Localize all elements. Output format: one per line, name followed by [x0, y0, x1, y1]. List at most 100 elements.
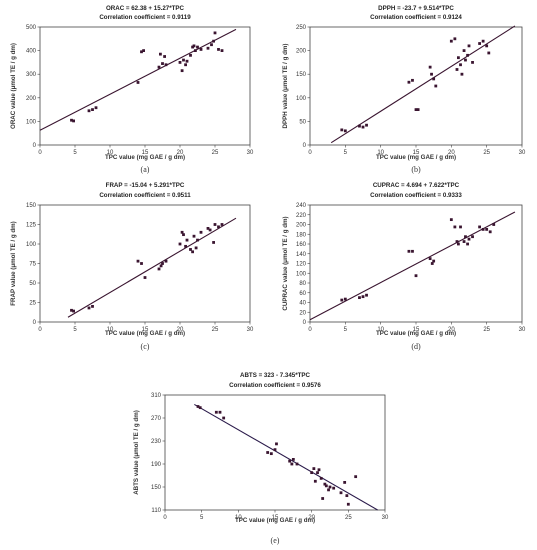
- x-tick-label: 25: [212, 150, 219, 156]
- data-point: [487, 51, 491, 55]
- data-point: [163, 55, 166, 58]
- data-point: [478, 225, 481, 229]
- x-tick-label: 10: [377, 150, 384, 156]
- y-tick-label: 150: [296, 72, 307, 78]
- x-tick-label: 25: [212, 327, 219, 333]
- data-point: [185, 238, 189, 242]
- data-point: [343, 481, 347, 484]
- data-point: [91, 108, 94, 111]
- chart-subtitle: Correlation coefficient = 0.9333: [370, 192, 462, 199]
- data-point: [178, 242, 182, 246]
- data-point: [365, 123, 368, 127]
- data-point: [140, 262, 143, 265]
- data-point: [217, 48, 220, 51]
- data-point: [416, 108, 420, 111]
- data-point: [192, 44, 196, 48]
- data-point: [414, 274, 418, 278]
- data-point: [343, 129, 347, 133]
- y-tick-label: 80: [299, 281, 306, 287]
- data-point: [210, 43, 213, 47]
- x-tick-label: 10: [377, 327, 384, 333]
- y-tick-label: 400: [26, 49, 37, 55]
- chart-title: ORAC = 62.38 + 15.27*TPC: [106, 5, 185, 12]
- chart-panel-b: DPPH = -23.7 + 9.514*TPC Correlation coef…: [282, 5, 526, 174]
- x-tick-label: 0: [308, 150, 312, 156]
- data-point: [70, 308, 73, 312]
- y-tick-label: 110: [151, 508, 161, 514]
- data-point: [178, 61, 182, 64]
- x-tick-label: 15: [142, 150, 149, 156]
- data-point: [206, 227, 210, 230]
- data-point: [199, 230, 203, 234]
- data-point: [213, 31, 217, 35]
- data-point: [459, 225, 462, 229]
- data-point: [471, 61, 474, 64]
- chart-subtitle: Correlation coefficient = 0.9124: [370, 14, 462, 21]
- chart-title: FRAP = -15.04 + 5.291*TPC: [106, 182, 185, 189]
- data-point: [212, 241, 215, 244]
- data-point: [323, 482, 327, 486]
- x-tick-label: 0: [38, 327, 42, 333]
- y-axis-label: CUPRAC value (μmol TE / g dm): [282, 216, 289, 310]
- y-tick-label: 240: [296, 203, 307, 209]
- data-point: [217, 225, 220, 229]
- data-point: [198, 406, 202, 410]
- x-tick-label: 15: [413, 150, 420, 156]
- data-point: [194, 49, 197, 52]
- chart-panel-c: FRAP = -15.04 + 5.291*TPC Correlation coe…: [10, 182, 254, 351]
- y-tick-label: 200: [296, 49, 307, 55]
- y-tick-label: 20: [299, 310, 306, 316]
- data-point: [196, 45, 199, 49]
- data-point: [196, 238, 199, 242]
- y-tick-label: 180: [296, 232, 307, 238]
- regression-line: [330, 25, 516, 144]
- data-point: [317, 468, 321, 472]
- data-point: [464, 235, 467, 239]
- data-point: [324, 484, 328, 488]
- x-tick-label: 5: [73, 150, 77, 156]
- data-point: [220, 223, 224, 226]
- y-tick-label: 0: [303, 143, 307, 149]
- chart-title: CUPRAC = 4.694 + 7.622*TPC: [373, 182, 460, 189]
- x-axis-label: TPC value (mg GAE / g dm): [105, 330, 185, 337]
- x-tick-label: 0: [308, 327, 312, 333]
- data-point: [467, 237, 471, 241]
- data-point: [295, 462, 299, 466]
- data-point: [328, 485, 332, 489]
- data-point: [466, 242, 469, 246]
- data-point: [485, 227, 489, 231]
- x-tick-label: 5: [200, 515, 204, 521]
- y-tick-label: 125: [26, 223, 37, 229]
- data-point: [407, 80, 411, 84]
- y-tick-label: 230: [151, 439, 162, 445]
- data-point: [462, 49, 466, 52]
- data-point: [290, 462, 294, 466]
- regression-line: [194, 403, 378, 511]
- data-point: [157, 267, 161, 271]
- y-tick-label: 150: [26, 203, 37, 209]
- data-point: [266, 451, 270, 454]
- x-axis-label: TPC value (mg GAE / g dm): [376, 330, 456, 337]
- x-tick-label: 20: [448, 327, 455, 333]
- data-point: [214, 410, 218, 414]
- y-tick-label: 100: [26, 119, 37, 125]
- data-point: [87, 306, 91, 310]
- data-point: [313, 479, 317, 483]
- data-point: [492, 223, 496, 226]
- data-point: [143, 276, 147, 279]
- data-point: [327, 488, 330, 492]
- data-point: [140, 50, 143, 54]
- x-tick-label: 30: [519, 327, 526, 333]
- y-tick-label: 310: [151, 393, 162, 399]
- data-point: [184, 244, 187, 248]
- data-point: [340, 128, 344, 132]
- data-point: [136, 259, 140, 263]
- data-point: [206, 46, 210, 50]
- data-point: [457, 242, 460, 246]
- x-tick-label: 20: [177, 150, 184, 156]
- y-tick-label: 140: [296, 252, 307, 258]
- data-point: [180, 230, 184, 234]
- data-point: [485, 44, 489, 48]
- x-tick-label: 10: [107, 327, 114, 333]
- regression-line: [67, 217, 237, 318]
